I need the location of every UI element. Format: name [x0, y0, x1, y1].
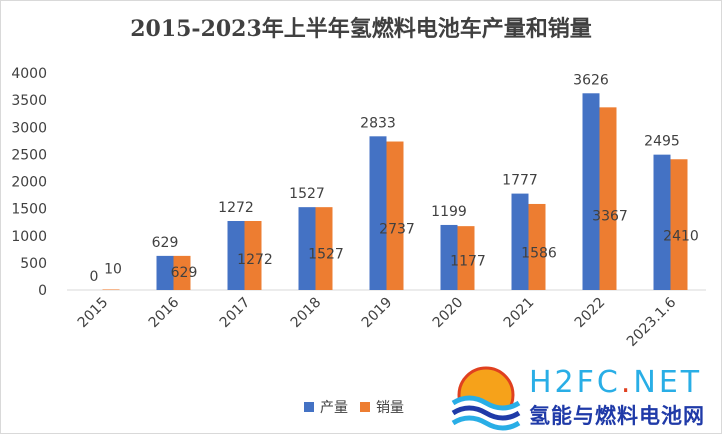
- bar-production: [582, 93, 600, 291]
- data-label-production: 2495: [644, 134, 680, 150]
- x-category-label: 2017: [217, 295, 254, 332]
- data-label-production: 3626: [573, 72, 609, 88]
- legend-item-sales: 销量: [360, 397, 404, 417]
- y-tick-label: 3500: [11, 93, 47, 109]
- data-label-sales: 3367: [592, 209, 628, 225]
- bar-sales: [173, 255, 191, 290]
- legend: 产量 销量: [304, 397, 416, 417]
- brand-name: H2FC.NET: [529, 365, 702, 400]
- y-tick-label: 3000: [11, 120, 47, 136]
- data-label-sales: 1527: [308, 247, 344, 263]
- bar-sales: [670, 159, 688, 290]
- y-tick-label: 0: [38, 283, 47, 299]
- data-label-sales: 2737: [379, 222, 415, 238]
- y-tick-label: 2500: [11, 147, 47, 163]
- bar-sales: [457, 226, 475, 290]
- x-category-label: 2018: [288, 295, 325, 332]
- bar-sales: [315, 207, 333, 290]
- brand-name-suffix: NET: [633, 365, 703, 400]
- data-label-sales: 1272: [237, 252, 273, 268]
- bar-production: [440, 224, 458, 290]
- y-tick-label: 1500: [11, 202, 47, 218]
- bar-production: [227, 220, 245, 290]
- data-label-production: 1199: [431, 204, 467, 220]
- brand-name-prefix: H2FC: [529, 365, 621, 400]
- bar-production: [369, 136, 387, 290]
- data-label-production: 2833: [360, 115, 396, 131]
- x-category-label: 2019: [359, 295, 396, 332]
- legend-swatch-production: [304, 402, 314, 412]
- data-label-production: 1777: [502, 173, 538, 189]
- y-tick-label: 500: [20, 256, 47, 272]
- data-label-sales: 2410: [663, 228, 699, 244]
- data-label-production: 629: [152, 235, 179, 251]
- data-label-production: 0: [90, 269, 99, 285]
- bar-sales: [599, 107, 617, 291]
- bar-sales: [528, 203, 546, 290]
- bar-sales: [386, 141, 404, 290]
- brand-subtitle: 氢能与燃料电池网: [529, 404, 705, 428]
- x-category-label: 2015: [75, 295, 112, 332]
- legend-label-sales: 销量: [376, 400, 404, 416]
- x-category-label: 2016: [146, 294, 183, 331]
- legend-label-production: 产量: [320, 400, 348, 416]
- y-tick-label: 2000: [11, 175, 47, 191]
- bar-chart: 0 500 1000 1500 2000 2500 3000 3500 4000 0 10 2015 6…: [11, 66, 706, 350]
- brand-name-dot: .: [620, 365, 634, 400]
- bar-production: [156, 255, 174, 290]
- bar-sales: [244, 220, 262, 290]
- bar-production: [511, 193, 529, 290]
- chart-title: 2015-2023年上半年氢燃料电池车产量和销量: [130, 16, 592, 42]
- data-label-production: 1272: [218, 200, 254, 216]
- legend-swatch-sales: [360, 402, 370, 412]
- x-category-label: 2022: [572, 295, 609, 332]
- bar-production: [298, 207, 316, 290]
- y-tick-label: 4000: [11, 66, 47, 82]
- data-label-production: 1527: [289, 186, 325, 202]
- data-label-sales: 10: [104, 261, 122, 277]
- data-label-sales: 1586: [521, 245, 557, 261]
- x-category-label: 2023.1.6: [624, 294, 679, 349]
- x-category-label: 2020: [430, 295, 467, 332]
- x-category-label: 2021: [501, 295, 538, 332]
- y-tick-label: 1000: [11, 229, 47, 245]
- bar-production: [653, 154, 671, 290]
- legend-item-production: 产量: [304, 397, 348, 417]
- data-label-sales: 1177: [450, 254, 486, 270]
- brand-logo-block: H2FC.NET 氢能与燃料电池网: [445, 363, 721, 433]
- data-label-sales: 629: [171, 265, 198, 281]
- bar-sales: [102, 289, 120, 290]
- h2fc-logo-icon: [451, 366, 521, 431]
